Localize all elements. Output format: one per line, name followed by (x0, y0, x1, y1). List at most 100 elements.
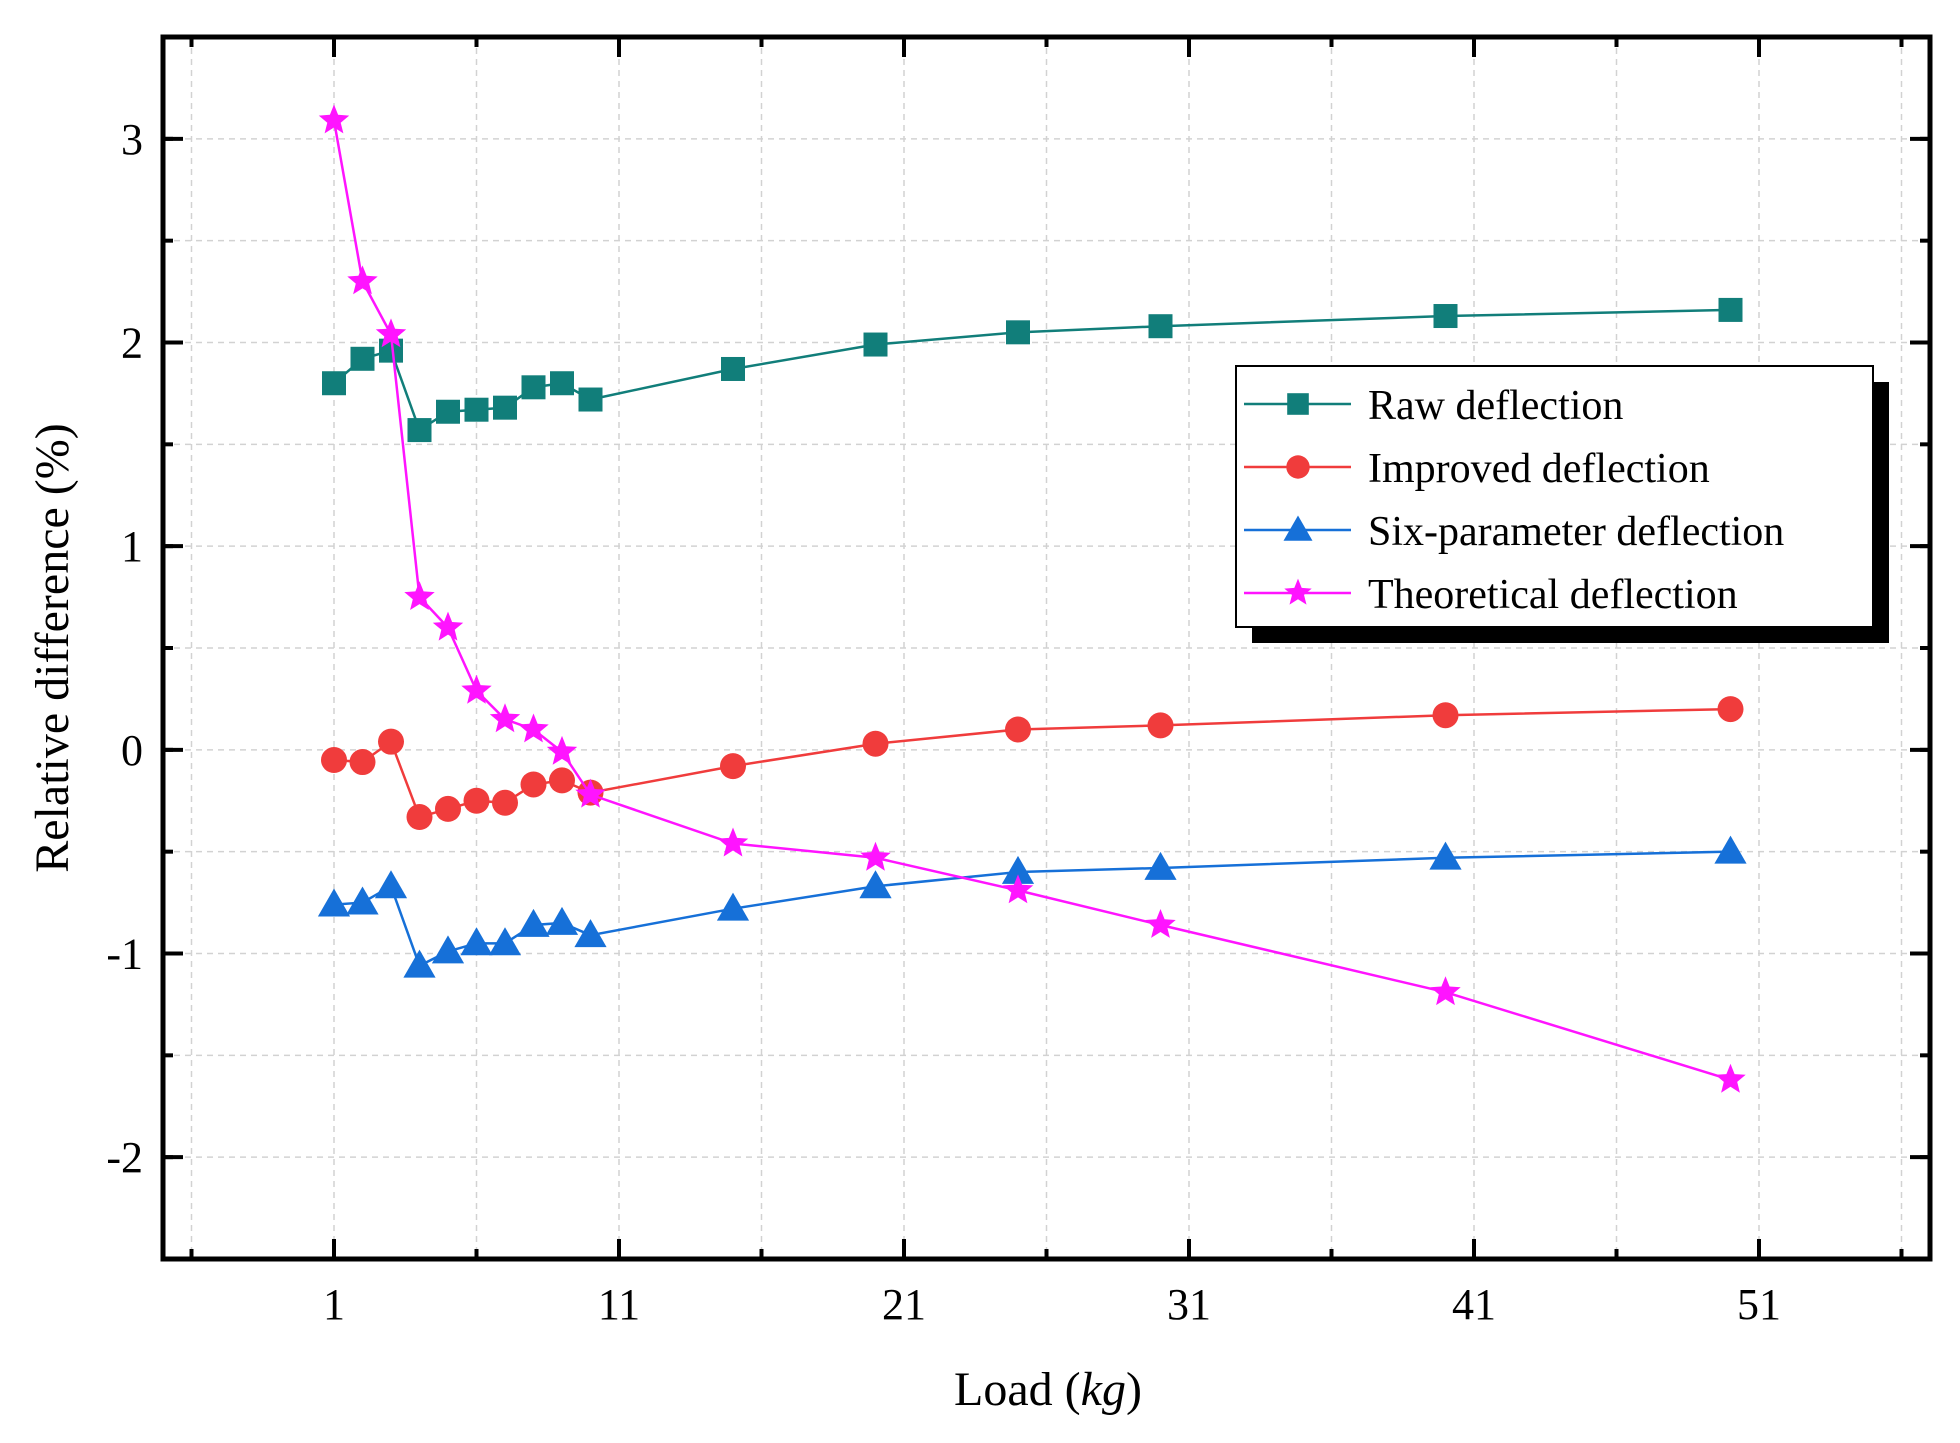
x-axis-title: Load (kg) (954, 1363, 1142, 1416)
series-line (332, 120, 1731, 1081)
y-tick-label: -2 (106, 1133, 143, 1182)
y-tick-label: 2 (121, 319, 143, 368)
y-tick-label: -1 (106, 930, 143, 979)
data-point (407, 418, 432, 443)
data-point (349, 749, 376, 776)
data-point (1433, 304, 1458, 329)
legend-items: Raw deflection Improved deflection Six-par… (1244, 383, 1784, 618)
x-tick-label: 51 (1737, 1280, 1781, 1329)
data-point (721, 356, 745, 381)
legend-label: Improved deflection (1368, 446, 1710, 492)
x-axis-title-suffix: ) (1126, 1363, 1142, 1416)
legend-label: Theoretical deflection (1368, 572, 1738, 618)
data-point (404, 581, 435, 610)
legend-marker (1286, 455, 1310, 479)
data-point (578, 387, 603, 412)
series-improved-deflection (321, 696, 1744, 831)
legend-label: Raw deflection (1368, 383, 1623, 429)
legend-box (1235, 365, 1874, 628)
data-point (1001, 855, 1035, 884)
data-point (492, 789, 518, 816)
data-point (374, 870, 408, 899)
legend-marker (1283, 515, 1313, 541)
y-tick-label: 1 (121, 522, 143, 571)
data-point (322, 371, 346, 396)
data-point (461, 674, 492, 704)
legend-item: Raw deflection (1244, 383, 1623, 429)
data-point (436, 399, 460, 424)
x-axis-title-prefix: Load ( (954, 1363, 1081, 1416)
data-point (1145, 909, 1176, 938)
data-point (1717, 696, 1744, 723)
legend-marker (1287, 393, 1309, 415)
data-point (318, 104, 350, 134)
series-six-parameter-deflection (317, 835, 1747, 978)
x-tick-label: 31 (1167, 1280, 1211, 1329)
data-point (493, 395, 517, 420)
data-point (860, 841, 891, 871)
data-point (545, 906, 579, 935)
x-tick-label: 21 (882, 1280, 926, 1329)
axis-ticks (163, 35, 1930, 1259)
data-point (1432, 702, 1459, 729)
data-point (317, 888, 351, 917)
data-point (489, 703, 521, 733)
legend-item: Improved deflection (1244, 446, 1710, 492)
data-point (1148, 314, 1173, 339)
data-point (549, 767, 575, 794)
data-point (1718, 297, 1743, 322)
data-point (517, 908, 550, 937)
data-point (1002, 874, 1034, 904)
data-point (1147, 712, 1174, 739)
x-tick-label: 41 (1452, 1280, 1496, 1329)
series-line (333, 707, 1731, 819)
legend: Raw deflection Improved deflection Six-par… (1235, 365, 1889, 643)
data-point (1430, 976, 1461, 1006)
data-point (346, 886, 379, 915)
data-point (717, 827, 749, 857)
data-point (488, 927, 522, 956)
data-point (1715, 1063, 1746, 1093)
data-point (460, 927, 493, 956)
data-point (432, 611, 464, 641)
data-point (859, 870, 892, 899)
data-point (546, 735, 578, 765)
data-point (350, 346, 375, 371)
data-point (574, 919, 607, 948)
y-tick-label: 3 (121, 115, 143, 164)
x-axis-title-unit: kg (1081, 1363, 1126, 1416)
data-point (863, 332, 888, 357)
legend-marker (1284, 578, 1312, 605)
data-point (520, 771, 547, 798)
data-point (463, 787, 490, 814)
y-axis-title: Relative difference (%) (26, 423, 79, 873)
x-tick-label: 11 (598, 1280, 640, 1329)
data-point (1005, 716, 1031, 743)
y-tick-label: 0 (121, 726, 143, 775)
data-point (550, 371, 574, 396)
data-point (862, 730, 889, 757)
legend-item: Theoretical deflection (1244, 572, 1738, 618)
data-point (464, 397, 489, 422)
data-point (518, 713, 549, 743)
series-line (333, 850, 1731, 968)
data-point (435, 795, 461, 822)
data-point (1714, 835, 1747, 864)
data-point (321, 747, 347, 774)
data-point (720, 753, 746, 780)
data-point (1144, 851, 1177, 880)
x-tick-label: 1 (323, 1280, 345, 1329)
data-point (431, 935, 465, 964)
data-point (403, 949, 436, 978)
series-raw-deflection (322, 297, 1743, 443)
data-point (716, 892, 750, 921)
data-point (347, 265, 378, 295)
series-line (333, 308, 1731, 432)
data-point (378, 728, 404, 755)
data-point (521, 375, 546, 400)
series-theoretical-deflection (318, 104, 1746, 1093)
series-group (317, 104, 1747, 1093)
